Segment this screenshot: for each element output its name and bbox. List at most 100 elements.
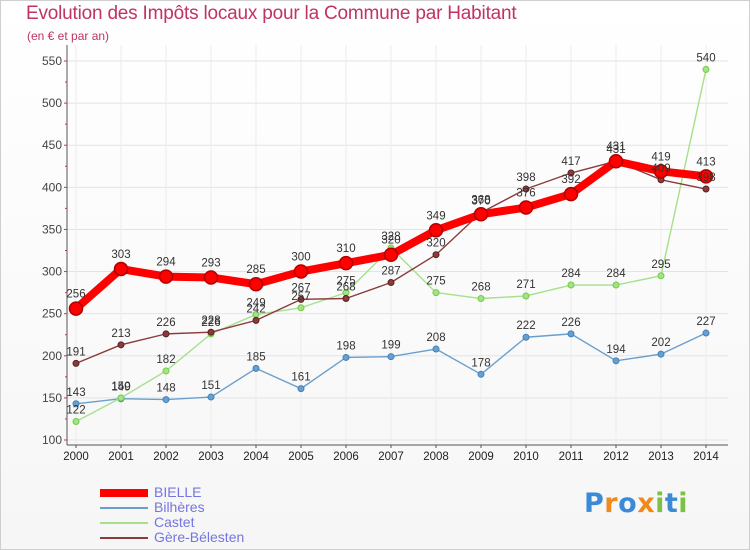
data-label: 431: [606, 144, 625, 156]
x-tick-label: 2013: [648, 451, 674, 463]
data-label: 271: [516, 279, 535, 291]
data-label: 182: [156, 354, 175, 366]
x-tick-label: 2002: [153, 451, 179, 463]
data-point: [657, 350, 665, 358]
logo-letter: t: [664, 488, 679, 519]
data-point: [698, 169, 714, 184]
data-label: 320: [426, 238, 445, 250]
chart-title: Evolution des Impôts locaux pour la Comm…: [26, 3, 517, 24]
proxiti-logo: Proxiti: [584, 488, 688, 519]
legend-label: BIELLE: [154, 484, 202, 500]
data-label: 208: [426, 332, 445, 344]
data-label: 256: [66, 289, 85, 301]
data-point: [612, 357, 620, 365]
data-point: [522, 292, 530, 300]
data-point: [477, 295, 485, 303]
data-point: [518, 200, 534, 215]
data-label: 417: [561, 156, 580, 168]
data-label: 409: [651, 163, 670, 175]
y-tick-label: 500: [42, 96, 62, 110]
data-point: [342, 353, 350, 361]
x-tick-label: 2000: [63, 451, 89, 463]
data-label: 202: [651, 337, 670, 349]
chart-legend: BIELLE Bilhères Castet Gère-Bélesten: [100, 484, 330, 545]
data-point: [207, 328, 215, 336]
logo-letter: P: [584, 488, 605, 519]
series-bielle: [68, 153, 714, 316]
data-point: [563, 186, 579, 202]
data-point: [117, 341, 125, 349]
logo-letter: i: [678, 488, 689, 519]
y-tick-label: 100: [42, 433, 62, 447]
legend-item: BIELLE: [100, 484, 330, 500]
data-label: 178: [471, 357, 490, 369]
data-point: [162, 330, 170, 338]
data-point: [248, 276, 264, 292]
data-label: 226: [561, 317, 580, 329]
x-tick-label: 2011: [559, 451, 584, 463]
legend-label: Bilhères: [154, 499, 205, 515]
data-point: [162, 367, 170, 375]
chart-subtitle: (en € et par an): [27, 29, 110, 43]
legend-item: Bilhères: [100, 499, 330, 515]
legend-label: Castet: [154, 514, 195, 530]
y-tick-label: 450: [42, 138, 62, 152]
data-point: [203, 270, 219, 285]
data-point: [68, 301, 84, 316]
x-tick-label: 2014: [693, 451, 719, 463]
data-label: 268: [336, 282, 355, 294]
data-point: [342, 295, 350, 303]
data-label: 284: [561, 268, 581, 280]
data-label: 275: [426, 276, 445, 288]
x-tick-label: 2007: [378, 451, 404, 463]
data-label: 228: [201, 315, 220, 327]
data-label: 268: [471, 282, 490, 294]
y-tick-label: 350: [42, 222, 62, 236]
x-tick-label: 2009: [468, 451, 494, 463]
series-g-re-b-lesten: [72, 157, 710, 367]
data-label: 194: [606, 344, 626, 356]
data-label: 257: [291, 291, 310, 303]
data-point: [252, 316, 260, 324]
y-tick-label: 150: [42, 391, 62, 405]
logo-letter: i: [655, 488, 665, 519]
data-point: [293, 264, 309, 279]
y-tick-label: 400: [42, 180, 62, 194]
data-label: 150: [111, 381, 130, 393]
data-point: [432, 289, 440, 297]
data-point: [432, 251, 440, 259]
data-point: [608, 153, 624, 169]
data-label: 413: [696, 156, 715, 168]
data-label: 199: [381, 340, 400, 352]
legend-item: Castet: [100, 514, 330, 530]
data-label: 320: [381, 235, 400, 247]
data-label: 267: [291, 282, 310, 294]
data-point: [338, 255, 354, 271]
data-label: 419: [651, 151, 670, 163]
data-label: 151: [201, 380, 220, 392]
y-tick-label: 250: [42, 307, 62, 321]
data-point: [702, 185, 710, 193]
data-point: [387, 353, 395, 361]
data-label: 122: [66, 404, 85, 416]
y-tick-label: 200: [42, 349, 62, 363]
x-tick-label: 2003: [198, 451, 224, 463]
data-label: 213: [111, 328, 130, 340]
data-label: 540: [696, 52, 715, 64]
data-label: 198: [336, 340, 355, 352]
data-label: 227: [696, 316, 715, 328]
data-label: 328: [381, 231, 400, 243]
data-label: 376: [516, 188, 535, 200]
data-label: 249: [246, 298, 265, 310]
logo-letter: r: [604, 488, 619, 519]
data-label: 149: [111, 382, 130, 394]
data-point: [428, 223, 444, 238]
data-label: 226: [201, 317, 220, 329]
logo-letter: o: [618, 488, 638, 519]
data-label: 370: [471, 196, 490, 208]
x-tick-label: 2001: [108, 451, 134, 463]
data-label: 392: [561, 174, 580, 186]
data-point: [297, 385, 305, 393]
data-label: 303: [111, 249, 130, 261]
